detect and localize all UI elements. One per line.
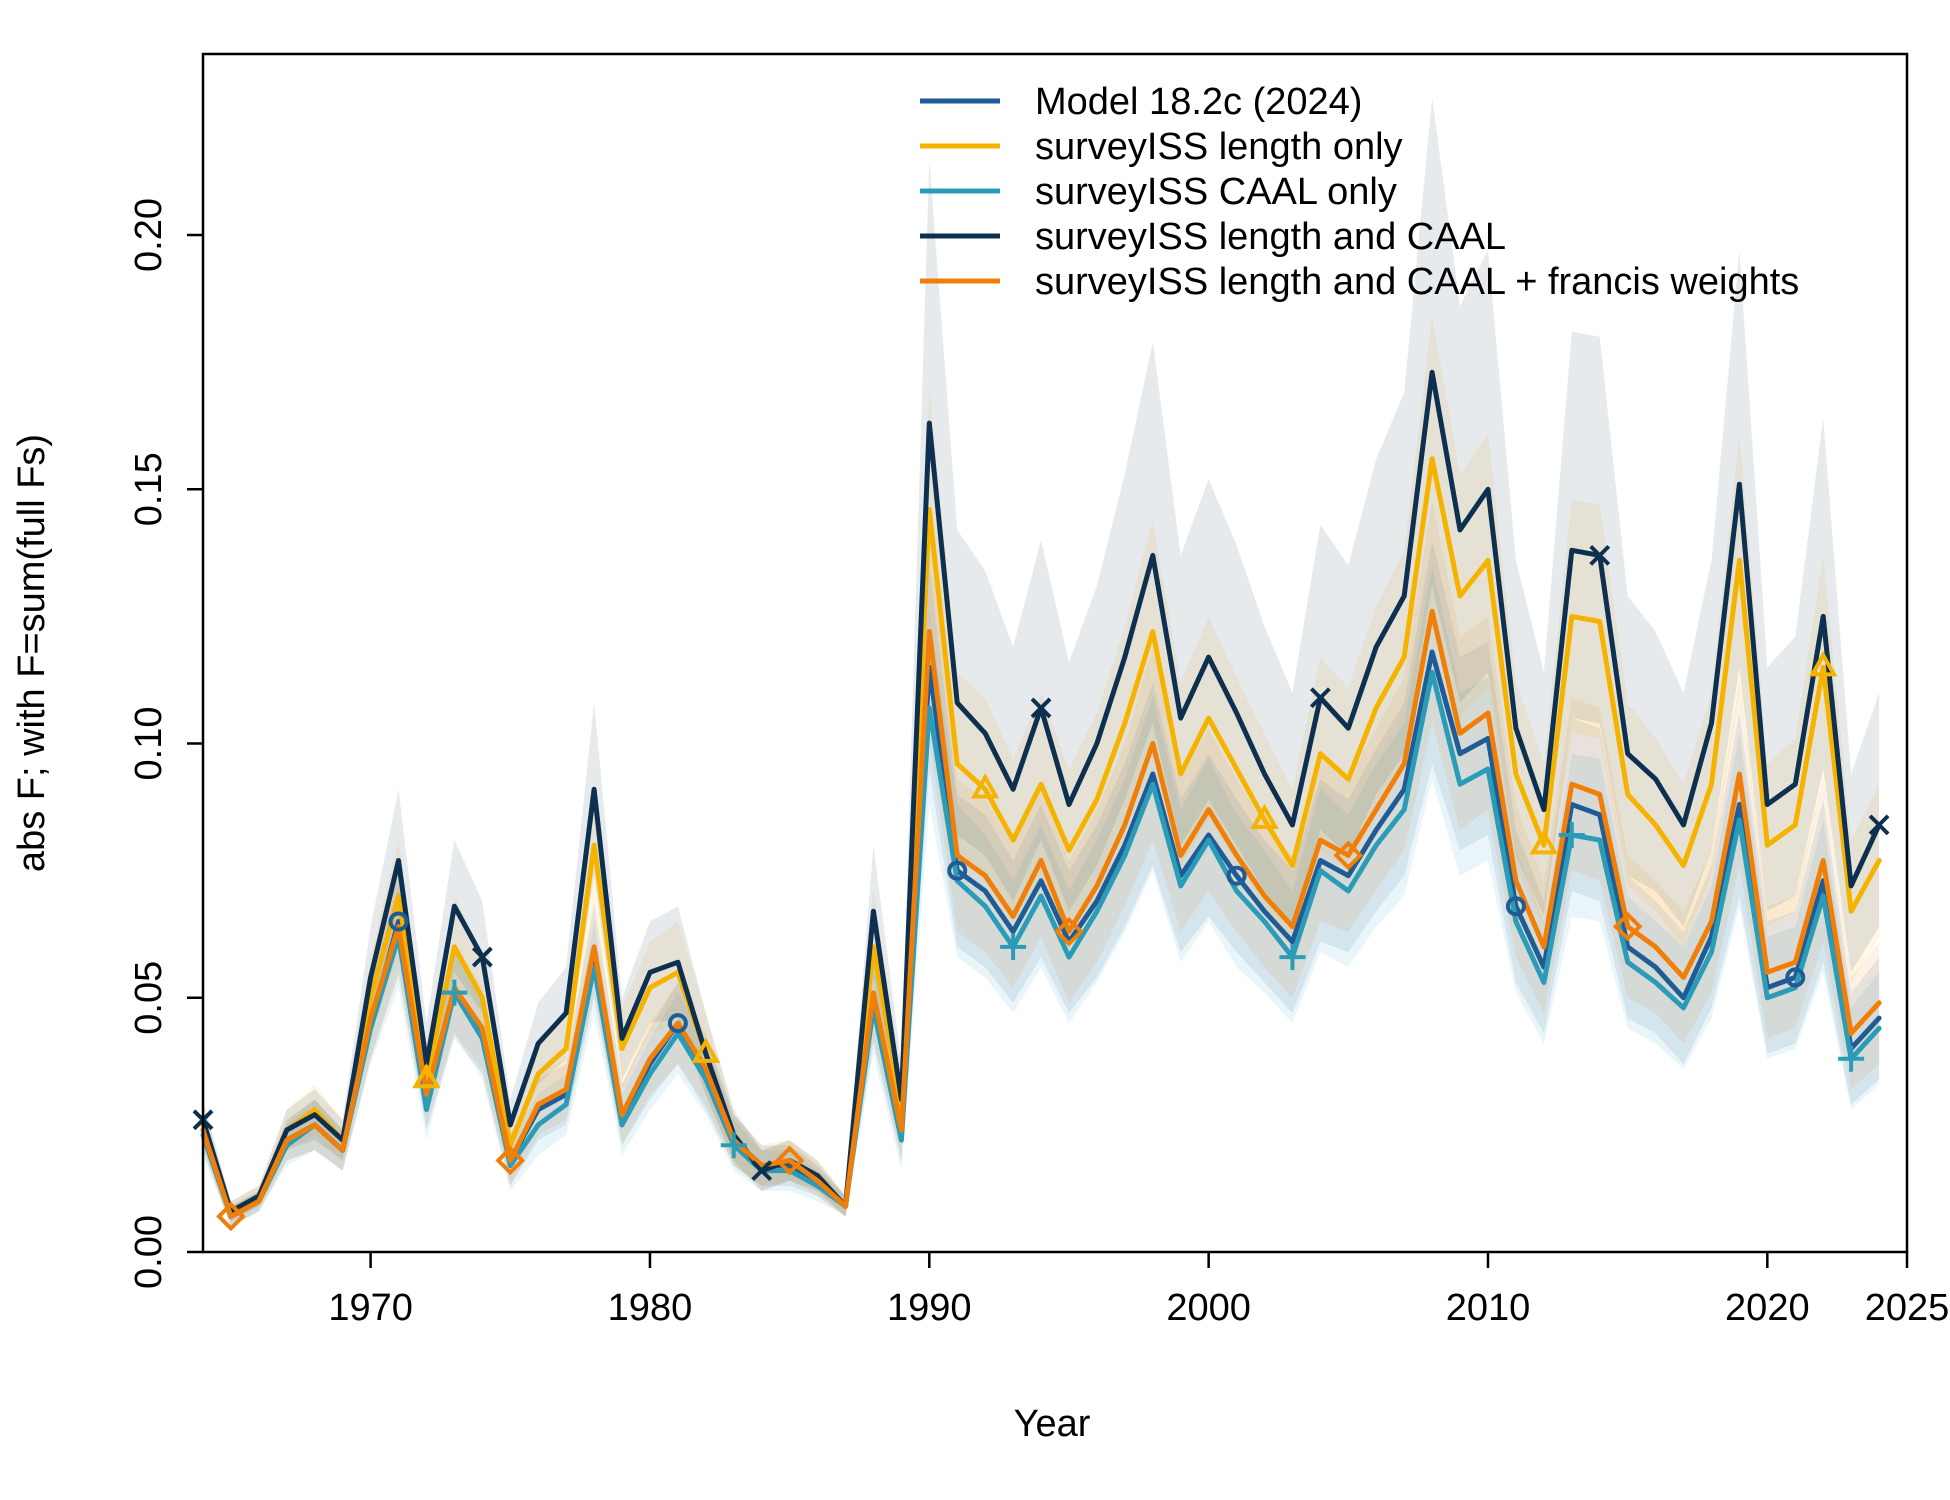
y-tick-label: 0.15 <box>128 452 170 526</box>
marker-plus-1983 <box>720 1132 747 1159</box>
marker-triangle-2002 <box>1250 803 1279 829</box>
marker-circle-1971 <box>388 911 409 932</box>
legend-label-1: surveyISS length only <box>1035 126 1403 168</box>
x-tick-label: 2020 <box>1725 1287 1810 1329</box>
marker-x-2024 <box>1868 814 1890 836</box>
x-tick-label: 1990 <box>887 1287 972 1329</box>
y-tick-label: 0.00 <box>128 1215 170 1289</box>
marker-plus-1973 <box>441 979 468 1006</box>
marker-x-1974 <box>471 946 493 968</box>
marker-diamond-1985 <box>774 1145 805 1176</box>
x-tick-label: 2025 <box>1865 1287 1950 1329</box>
confidence-band-3 <box>203 97 1880 1222</box>
legend: Model 18.2c (2024)surveyISS length onlys… <box>920 81 1799 303</box>
marker-x-1994 <box>1030 697 1052 719</box>
x-tick-label: 2010 <box>1446 1287 1531 1329</box>
confidence-band-1 <box>203 316 1880 1222</box>
marker-plus-2013 <box>1558 822 1585 849</box>
marker-plus-1993 <box>1000 933 1027 960</box>
marker-circle-2001 <box>1226 865 1247 886</box>
y-tick-label: 0.20 <box>128 198 170 272</box>
y-tick-label: 0.10 <box>128 707 170 781</box>
marker-x-2004 <box>1309 687 1331 709</box>
marker-circle-2011 <box>1505 896 1526 917</box>
marker-triangle-1982 <box>691 1037 721 1063</box>
x-axis-title: Year <box>1014 1403 1091 1445</box>
legend-label-4: surveyISS length and CAAL + francis weig… <box>1035 261 1799 303</box>
legend-label-0: Model 18.2c (2024) <box>1035 81 1362 123</box>
x-axis: 1970 1980 1990 2000 2010 2020 2025 <box>328 1252 1949 1329</box>
marker-diamond-2015 <box>1612 911 1643 942</box>
marker-triangle-1992 <box>970 773 1000 799</box>
x-tick-label: 1970 <box>328 1287 413 1329</box>
marker-diamond-1975 <box>495 1145 526 1176</box>
marker-x-2014 <box>1589 544 1611 566</box>
marker-circle-1991 <box>947 860 968 881</box>
y-axis: 0.00 0.05 0.10 0.15 0.20 <box>128 198 203 1289</box>
marker-triangle-2012 <box>1529 829 1559 855</box>
marker-circle-1981 <box>667 1013 688 1034</box>
marker-x-1984 <box>751 1160 773 1182</box>
marker-plus-2003 <box>1279 944 1306 971</box>
marker-plus-2023 <box>1838 1045 1865 1072</box>
marker-diamond-2005 <box>1333 840 1364 871</box>
x-tick-label: 1980 <box>608 1287 693 1329</box>
legend-label-2: surveyISS CAAL only <box>1035 171 1397 213</box>
series-line-1 <box>200 456 1882 1214</box>
marker-circle-2021 <box>1785 967 1806 988</box>
series-markers <box>192 544 1890 1232</box>
marker-triangle-1972 <box>412 1063 441 1089</box>
plot-frame <box>201 52 1909 1254</box>
marker-diamond-1995 <box>1054 916 1084 947</box>
series-line-4 <box>200 608 1882 1219</box>
marker-triangle-2022 <box>1808 651 1838 677</box>
legend-label-3: surveyISS length and CAAL <box>1035 216 1506 258</box>
y-tick-label: 0.05 <box>128 961 170 1035</box>
marker-diamond-1965 <box>216 1201 246 1232</box>
y-axis-title: abs F; with F=sum(full Fs) <box>11 434 53 872</box>
x-tick-label: 2000 <box>1166 1287 1251 1329</box>
